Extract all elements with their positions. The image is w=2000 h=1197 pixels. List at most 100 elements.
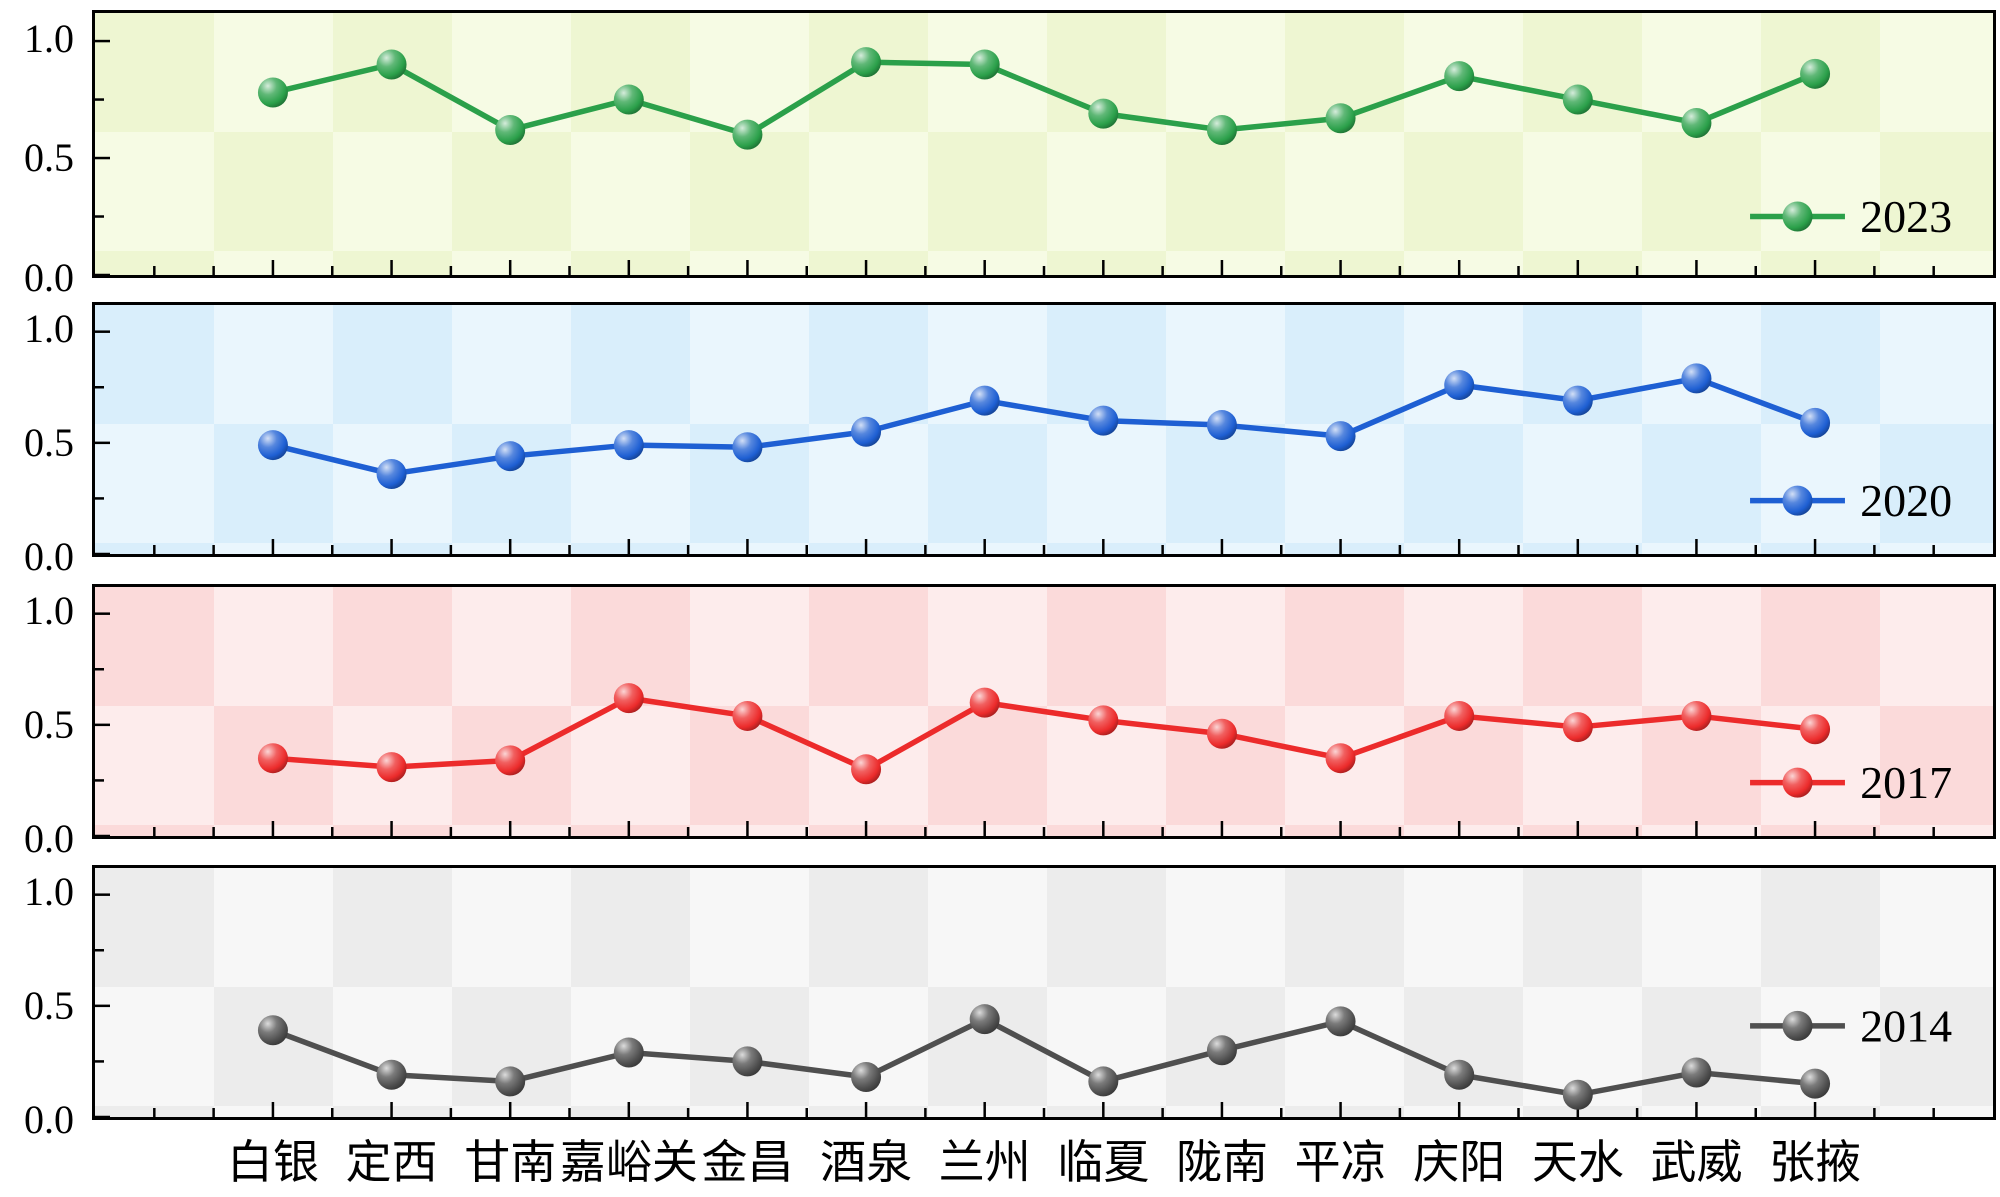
y-tick-label: 0.5	[24, 702, 74, 748]
y-tick-label: 0.0	[24, 816, 74, 861]
axis-ticks	[95, 612, 1935, 836]
data-point-marker	[613, 430, 644, 461]
data-point-marker	[376, 458, 407, 489]
y-tick-label: 0.0	[24, 255, 74, 300]
data-point-marker	[1681, 107, 1712, 138]
data-point-marker	[613, 683, 644, 714]
panel-row-2023: 1.0 0.5 0.0 2023	[0, 10, 2000, 298]
data-point-marker	[1088, 98, 1119, 129]
axis-ticks	[95, 330, 1935, 554]
y-tick-label: 1.0	[24, 306, 74, 352]
axis-ticks	[95, 893, 1935, 1117]
data-point-marker	[851, 416, 882, 447]
x-tick-label: 临夏	[1057, 1137, 1150, 1188]
x-tick-label: 平凉	[1294, 1137, 1387, 1188]
data-point-marker	[1800, 407, 1831, 438]
data-point-marker	[1325, 103, 1356, 134]
data-point-marker	[1800, 1068, 1831, 1099]
chart-svg-2014: 2014	[95, 893, 1952, 1117]
x-tick-label: 庆阳	[1413, 1137, 1506, 1188]
data-point-marker	[1206, 410, 1237, 441]
legend-label: 2023	[1860, 191, 1952, 242]
legend-marker	[1782, 201, 1813, 232]
x-tick-label: 甘南	[464, 1137, 557, 1188]
data-point-marker	[1562, 385, 1593, 416]
data-point-marker	[1562, 84, 1593, 115]
data-point-marker	[732, 119, 763, 150]
data-point-marker	[1088, 705, 1119, 736]
y-tick-label: 1.0	[24, 15, 74, 61]
y-tick-label: 1.0	[24, 869, 74, 915]
data-point-marker	[1562, 1079, 1593, 1110]
x-tick-label: 酒泉	[820, 1137, 913, 1188]
series-line	[270, 375, 1818, 477]
plot-area-2020: 2020	[92, 302, 1996, 557]
panel-row-2017: 1.0 0.5 0.0 2017	[0, 584, 2000, 859]
data-point-marker	[1681, 1057, 1712, 1088]
y-axis-labels: 1.0 0.5 0.0	[0, 10, 86, 297]
x-tick-label: 兰州	[938, 1137, 1031, 1188]
data-point-marker	[1800, 714, 1831, 745]
legend-label: 2020	[1860, 475, 1952, 526]
data-point-marker	[732, 432, 763, 463]
plot-area-2023: 2023	[92, 10, 1996, 278]
y-axis-labels: 1.0 0.5 0.0	[0, 584, 86, 859]
legend-marker	[1782, 485, 1813, 516]
y-tick-label: 1.0	[24, 588, 74, 634]
data-point-marker	[1800, 58, 1831, 89]
data-point-marker	[1325, 421, 1356, 452]
plot-area-2017: 2017	[92, 584, 1996, 839]
legend-label: 2014	[1860, 1000, 1952, 1051]
data-point-marker	[257, 430, 288, 461]
data-point-marker	[1562, 712, 1593, 743]
legend-label: 2017	[1860, 757, 1952, 808]
y-tick-label: 0.0	[24, 534, 74, 579]
data-point-marker	[613, 1037, 644, 1068]
y-tick-label: 0.5	[24, 135, 74, 181]
y-axis-labels: 1.0 0.5 0.0	[0, 865, 86, 1140]
legend-marker	[1782, 767, 1813, 798]
chart-svg-2017: 2017	[95, 612, 1952, 836]
series-line	[270, 695, 1818, 773]
chart-svg-2023: 2023	[95, 39, 1952, 275]
data-point-marker	[257, 1015, 288, 1046]
data-point-marker	[969, 1004, 1000, 1035]
data-point-marker	[1088, 1066, 1119, 1097]
x-tick-label: 定西	[345, 1137, 438, 1188]
data-point-marker	[1325, 1006, 1356, 1037]
y-tick-label: 0.0	[24, 1097, 74, 1142]
data-point-marker	[851, 1061, 882, 1092]
x-tick-label: 白银	[226, 1137, 319, 1188]
x-tick-label: 嘉峪关	[559, 1137, 698, 1188]
x-axis-labels: 白银 定西 甘南 嘉峪关 金昌 酒泉 兰州 临夏 陇南 平凉 庆阳 天水 武威 张掖	[0, 1126, 2000, 1192]
series-line	[270, 1016, 1818, 1098]
series-line	[270, 59, 1818, 138]
data-point-marker	[1206, 1035, 1237, 1066]
data-point-marker	[257, 77, 288, 108]
data-point-marker	[1681, 363, 1712, 394]
data-point-marker	[1681, 700, 1712, 731]
data-point-marker	[257, 743, 288, 774]
data-point-marker	[851, 754, 882, 785]
data-point-marker	[1444, 700, 1475, 731]
data-point-marker	[969, 385, 1000, 416]
panel-row-2014: 1.0 0.5 0.0 2014	[0, 865, 2000, 1140]
x-tick-label: 张掖	[1769, 1137, 1862, 1188]
data-point-marker	[1088, 405, 1119, 436]
data-point-marker	[1444, 61, 1475, 92]
legend-marker	[1782, 1010, 1813, 1041]
y-tick-label: 0.5	[24, 983, 74, 1029]
x-tick-label: 天水	[1531, 1137, 1624, 1188]
data-point-marker	[376, 752, 407, 783]
data-point-marker	[1206, 718, 1237, 749]
data-point-marker	[1444, 1059, 1475, 1090]
data-point-marker	[732, 1046, 763, 1077]
axis-ticks	[95, 39, 1935, 275]
data-point-marker	[851, 47, 882, 78]
data-point-marker	[613, 84, 644, 115]
chart-svg-2020: 2020	[95, 330, 1952, 554]
y-axis-labels: 1.0 0.5 0.0	[0, 302, 86, 577]
data-point-marker	[376, 1059, 407, 1090]
x-tick-label: 武威	[1650, 1137, 1743, 1188]
data-point-marker	[732, 700, 763, 731]
